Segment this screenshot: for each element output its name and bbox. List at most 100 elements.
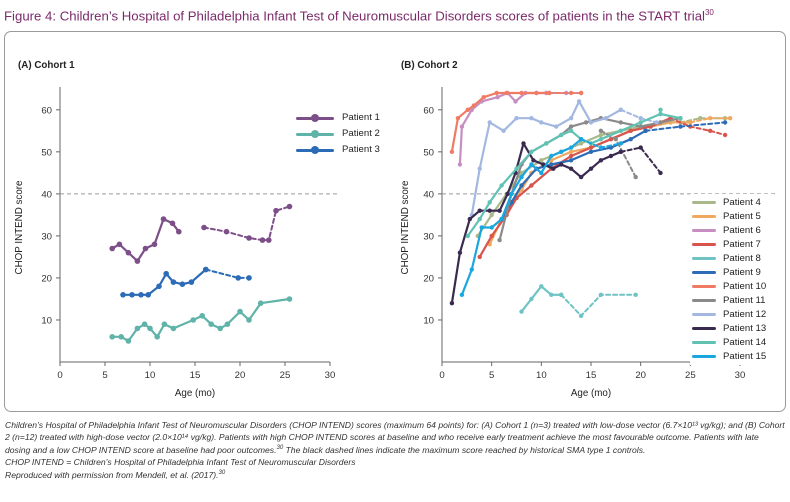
data-point — [618, 149, 623, 154]
data-point — [578, 137, 584, 142]
data-point — [603, 116, 609, 121]
series-patient-2 — [109, 296, 293, 344]
data-point — [514, 116, 519, 121]
data-point — [203, 266, 209, 273]
data-point — [246, 317, 252, 323]
chart-title: (B) Cohort 2 — [401, 60, 458, 71]
data-point — [539, 284, 544, 289]
x-tick-label: 25 — [280, 370, 291, 381]
data-point — [141, 321, 148, 328]
data-point — [578, 141, 584, 146]
data-point — [170, 279, 177, 285]
data-point — [618, 141, 623, 146]
data-point — [613, 137, 618, 142]
data-point — [497, 237, 502, 243]
data-point — [658, 107, 663, 113]
legend-swatch — [692, 271, 716, 274]
data-point — [551, 166, 556, 171]
data-point — [708, 128, 713, 133]
data-point — [549, 162, 554, 167]
legend-swatch — [692, 355, 716, 358]
legend-label: Patient 1 — [342, 112, 380, 123]
legend-item-patient-8: Patient 8 — [690, 252, 774, 265]
legend-swatch — [692, 229, 716, 232]
data-point — [134, 325, 141, 332]
series-patient-11 — [497, 116, 683, 243]
data-point — [465, 233, 470, 239]
data-point — [487, 120, 492, 125]
data-point — [513, 99, 518, 104]
data-point — [151, 241, 158, 248]
data-point — [477, 254, 482, 260]
data-point — [134, 258, 141, 264]
data-point — [154, 334, 160, 340]
data-point — [578, 174, 584, 180]
legend-item-patient-1: Patient 1 — [296, 111, 396, 125]
y-tick-label: 10 — [423, 315, 434, 326]
data-point — [628, 137, 633, 142]
series-line — [520, 285, 563, 313]
legend-label: Patient 10 — [723, 281, 767, 292]
legend-swatch — [692, 215, 716, 218]
data-point — [583, 120, 589, 125]
legend-label: Patient 7 — [723, 239, 761, 250]
data-point — [529, 162, 534, 167]
x-tick-label: 0 — [57, 370, 62, 381]
data-point — [469, 267, 474, 272]
legend-item-patient-5: Patient 5 — [690, 210, 774, 223]
data-point — [487, 200, 492, 205]
data-point — [109, 245, 115, 252]
data-point — [568, 166, 574, 171]
data-point — [160, 216, 167, 222]
data-point — [109, 334, 115, 340]
caption-text: Children’s Hospital of Philadelphia Infa… — [5, 420, 785, 456]
legend-item-patient-13: Patient 13 — [690, 322, 774, 335]
data-point — [457, 162, 463, 167]
data-point — [286, 296, 293, 302]
data-point — [638, 124, 643, 129]
data-point — [722, 120, 728, 125]
data-point — [235, 275, 241, 281]
data-point — [534, 90, 539, 96]
legend-swatch — [692, 341, 716, 344]
caption-reference: 30 — [276, 445, 284, 452]
data-point — [489, 233, 494, 239]
data-point — [471, 103, 476, 108]
figure-title-reference: 30 — [704, 8, 714, 17]
data-point — [678, 116, 683, 121]
caption-source-text: Reproduced with permission from Mendell,… — [5, 470, 219, 481]
x-tick-label: 15 — [586, 370, 597, 381]
data-point — [477, 166, 482, 171]
legend-item-patient-11: Patient 11 — [690, 294, 774, 307]
caption-source: Reproduced with permission from Mendell,… — [5, 468, 785, 481]
legend-label: Patient 8 — [723, 253, 761, 264]
data-point — [568, 124, 574, 129]
data-point — [116, 241, 123, 248]
data-point — [188, 279, 195, 285]
data-point — [628, 128, 633, 133]
series-line-dashed — [619, 146, 662, 174]
data-point — [259, 237, 266, 243]
y-tick-label: 60 — [423, 105, 434, 116]
data-point — [638, 116, 643, 121]
x-tick-label: 5 — [489, 370, 494, 381]
x-axis-label: Age (mo) — [175, 388, 215, 399]
chart-cohort-2: (B) Cohort 2 10 20 30 40 50 60 0 5 10 15 20 25 30 Age … — [400, 60, 776, 399]
x-tick-label: 5 — [102, 370, 107, 381]
data-point — [509, 191, 514, 197]
data-point — [481, 95, 486, 100]
data-point — [678, 124, 683, 129]
series-patient-15 — [459, 137, 623, 297]
data-point — [519, 174, 524, 180]
data-point — [708, 116, 713, 121]
data-point — [598, 128, 604, 133]
data-point — [588, 149, 594, 154]
series-patient-10 — [449, 90, 584, 154]
data-point — [179, 281, 186, 288]
legend-label: Patient 12 — [723, 309, 767, 320]
data-point — [598, 145, 604, 150]
legend-label: Patient 13 — [723, 323, 767, 334]
x-tick-label: 20 — [635, 370, 646, 381]
data-point — [608, 137, 614, 142]
data-point — [658, 120, 663, 125]
